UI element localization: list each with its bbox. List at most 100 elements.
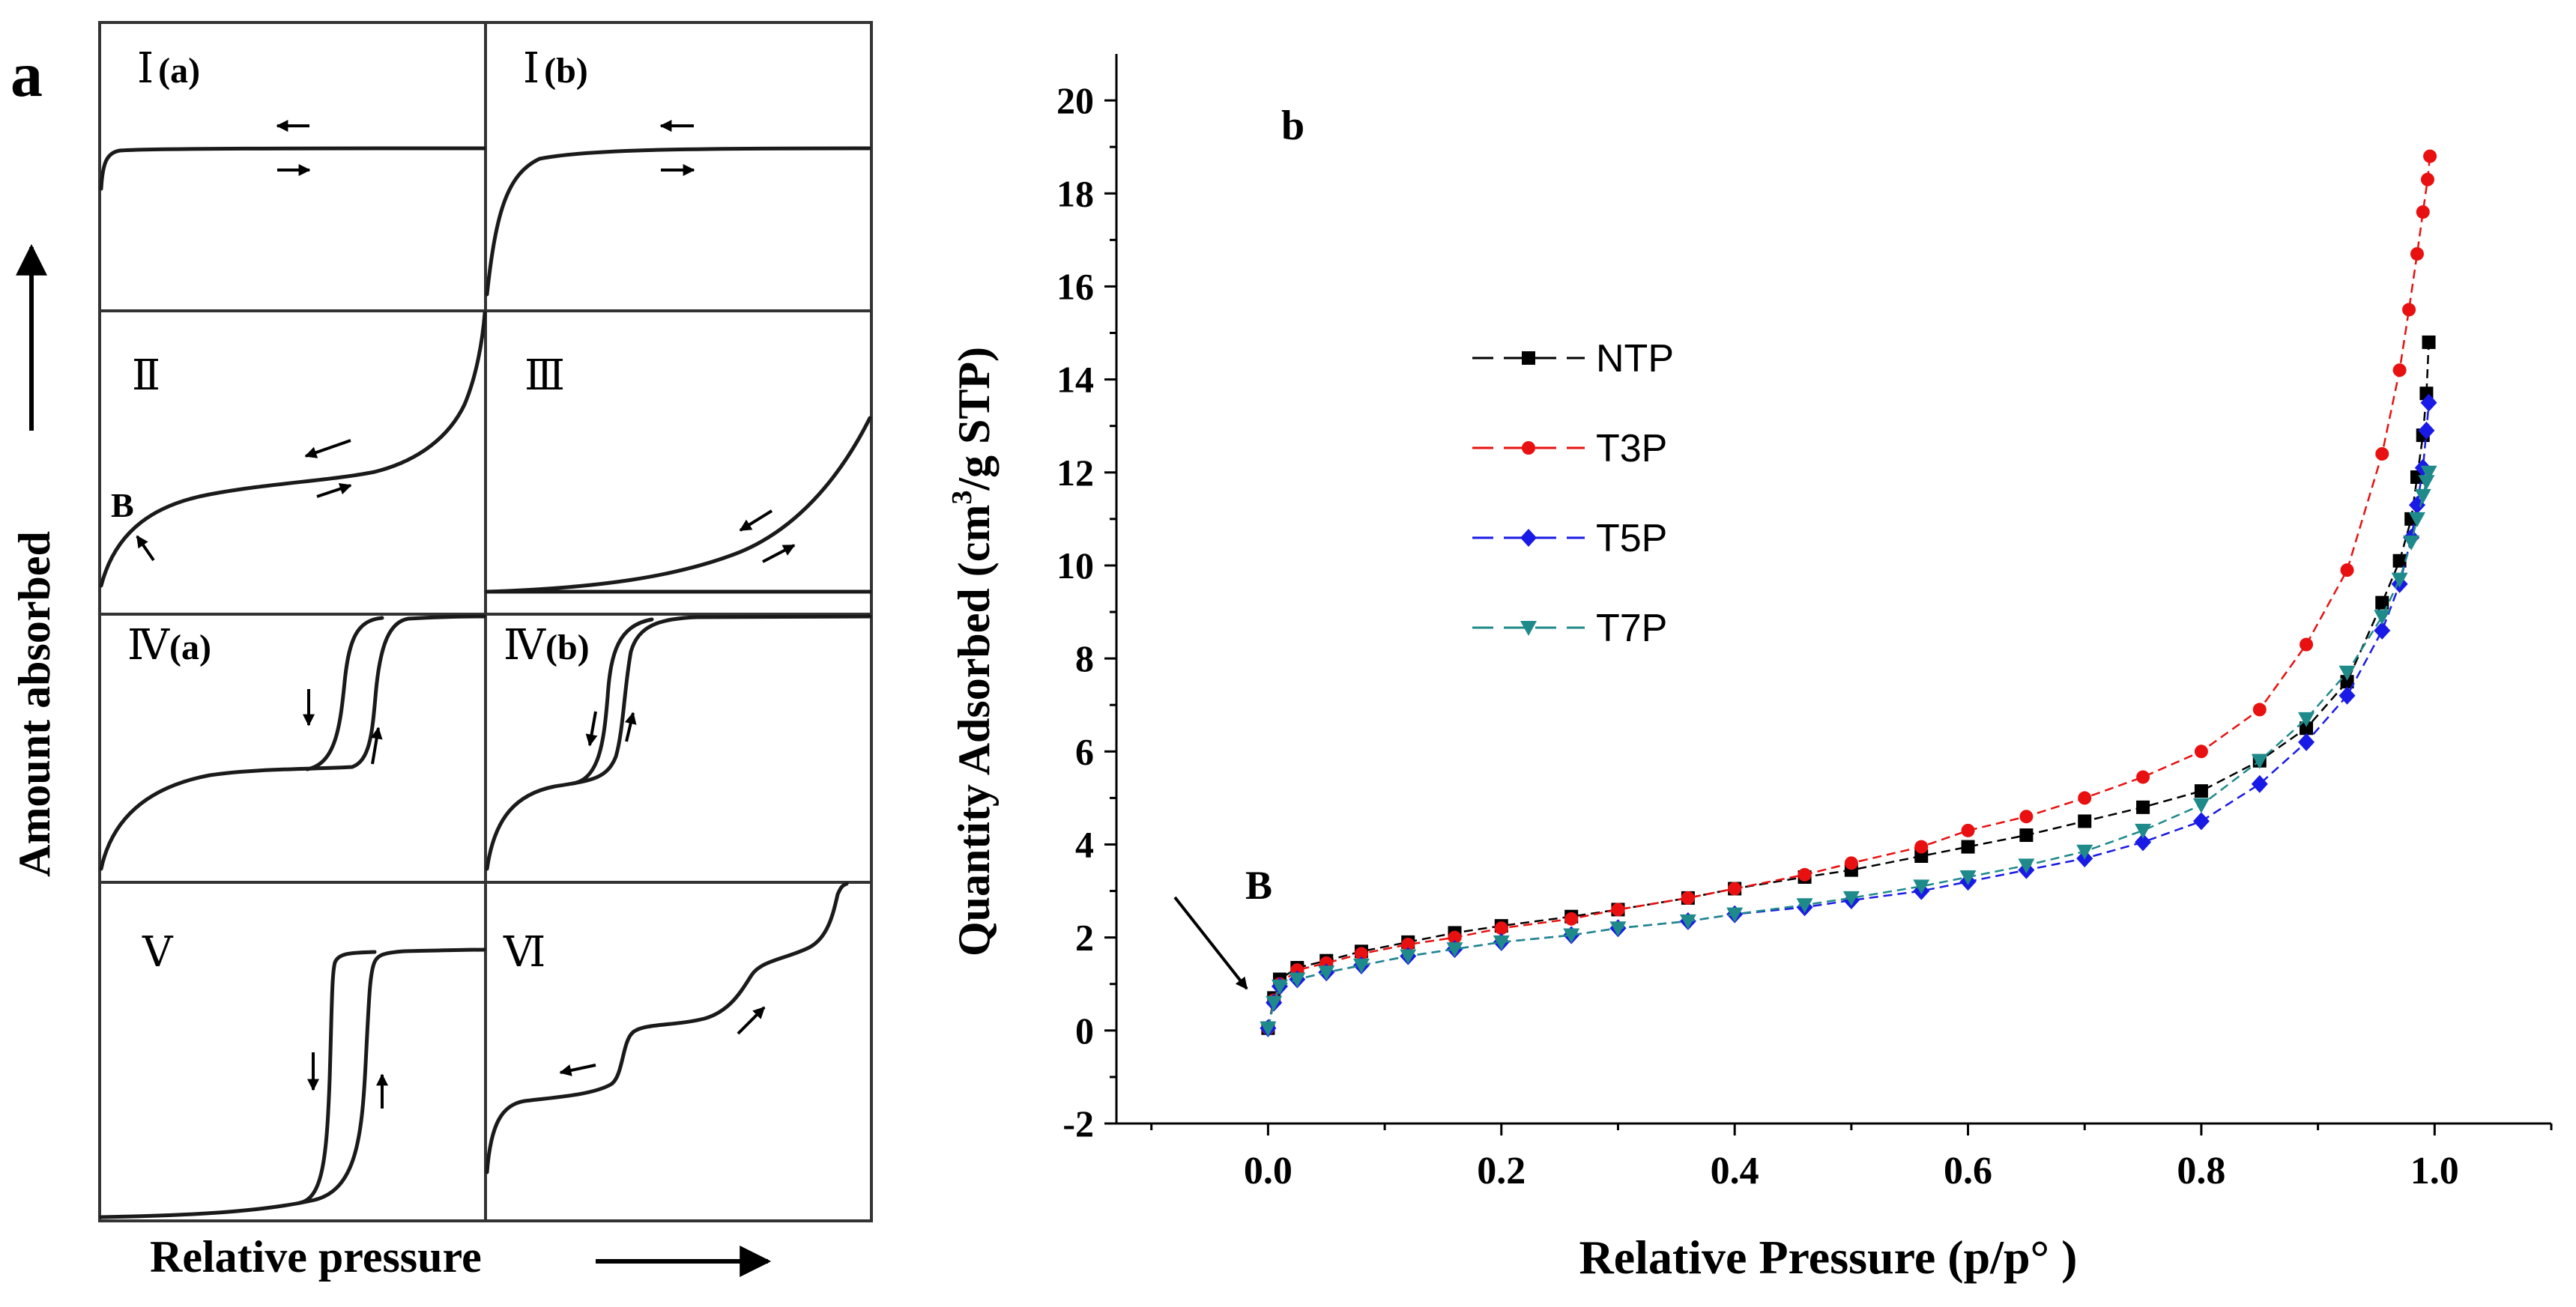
- legend-item-ntp: NTP: [1472, 337, 1674, 380]
- legend-label-ntp: NTP: [1596, 337, 1674, 380]
- isotherm-curve-V-desorption: [297, 950, 377, 1205]
- data-point-t3p: [1448, 930, 1462, 944]
- data-point-t7p: [2374, 610, 2391, 625]
- data-point-t7p: [1609, 921, 1627, 937]
- data-point-t3p: [2252, 703, 2267, 717]
- tick-layer: [1104, 99, 2553, 1135]
- data-point-t3p: [1494, 921, 1508, 935]
- data-point-ntp: [1914, 849, 1929, 863]
- y-tick-label: 14: [1056, 359, 1094, 401]
- data-point-t7p: [2403, 535, 2420, 551]
- isotherm-curve-III: [485, 416, 872, 594]
- data-point-t3p: [1611, 903, 1625, 917]
- data-point-t7p: [2251, 753, 2268, 769]
- panel-b-label: b: [1281, 103, 1304, 149]
- data-point-t7p: [2018, 858, 2035, 874]
- data-point-t3p: [2416, 205, 2430, 219]
- arrow-IVb-desorption: [585, 711, 598, 747]
- point-label-B: B: [111, 486, 134, 524]
- data-point-t7p: [1352, 958, 1370, 974]
- data-point-t5p: [2192, 812, 2210, 831]
- data-point-t3p: [2136, 770, 2150, 784]
- legend-item-t7p: T7P: [1472, 607, 1667, 650]
- subplot-label-II: Ⅱ: [132, 353, 160, 399]
- y-tick-label: 18: [1056, 172, 1094, 214]
- subplot-label-IVb: Ⅳ(b): [504, 622, 590, 669]
- data-point-t3p: [1681, 891, 1695, 905]
- data-point-t7p: [1726, 907, 1744, 923]
- legend-label-t3p: T3P: [1596, 427, 1667, 470]
- data-point-t7p: [1271, 979, 1288, 995]
- subplot-label-Ia: Ⅰ (a): [137, 46, 200, 92]
- data-point-t7p: [1318, 965, 1335, 981]
- arrow-VI-adsorption: [737, 1006, 766, 1035]
- data-point-ntp: [1961, 840, 1975, 854]
- legend-marker-t5p: [1520, 529, 1537, 547]
- isotherm-curve-IVa-adsorption: [99, 614, 486, 871]
- data-point-t7p: [1260, 1021, 1277, 1037]
- data-point-t7p: [1959, 870, 1977, 885]
- data-point-t3p: [1914, 840, 1929, 854]
- data-point-t7p: [1563, 928, 1580, 944]
- data-point-t7p: [2076, 844, 2093, 860]
- data-point-ntp: [2375, 595, 2389, 610]
- data-point-t3p: [1354, 947, 1368, 961]
- data-point-t3p: [1961, 823, 1975, 837]
- arrow-IVa-adsorption: [370, 727, 383, 765]
- panel-a-label: a: [10, 38, 43, 110]
- y-tick-label: 0: [1075, 1010, 1094, 1052]
- data-point-t7p: [1493, 935, 1510, 950]
- panel-b: 0.0 0.2 0.4 0.6 0.8 1.0 -2 0 2 4 6 8 10 12 14 16 18 20 Qu…: [946, 54, 2553, 1284]
- data-point-ntp: [2392, 554, 2407, 568]
- x-axis-label: Relative pressure: [150, 1232, 482, 1282]
- subplot-label-III: Ⅲ: [524, 353, 565, 399]
- data-point-t3p: [1844, 856, 1858, 870]
- subplot-label-Ib: Ⅰ (b): [523, 46, 588, 92]
- data-point-t7p: [2418, 475, 2435, 491]
- x-tick-label: 0.4: [1711, 1150, 1759, 1192]
- data-point-t3p: [2340, 563, 2354, 577]
- data-point-t7p: [1796, 898, 1813, 914]
- annotation-B: B: [1245, 863, 1272, 908]
- data-point-t5p: [2135, 833, 2152, 852]
- arrow-IVb-adsorption: [624, 712, 637, 742]
- data-point-t7p: [2338, 665, 2356, 681]
- legend-item-t3p: T3P: [1472, 427, 1667, 470]
- data-point-t3p: [2078, 791, 2092, 805]
- data-point-t7p: [1446, 942, 1463, 958]
- panel-b-y-axis-title: Quantity Adsorbed (cm3/g STP): [946, 347, 999, 956]
- subplot-label-VI: Ⅵ: [503, 930, 545, 976]
- series-layer: [1260, 149, 2437, 1037]
- legend: NTP T3P T5P T7P: [1472, 337, 1674, 650]
- series-line-t5p: [1267, 402, 2430, 1028]
- data-point-t3p: [1798, 867, 1812, 882]
- data-point-t3p: [1728, 882, 1742, 896]
- data-point-t3p: [2420, 172, 2434, 187]
- isotherm-curve-IVb-desorption: [571, 617, 654, 786]
- plot-axes: [1115, 54, 2551, 1125]
- y-tick-label: 6: [1075, 730, 1094, 772]
- tick-label-layer: 0.0 0.2 0.4 0.6 0.8 1.0 -2 0 2 4 6 8 10 12 14 16 18 20: [1056, 79, 2459, 1192]
- y-tick-label: 10: [1056, 545, 1094, 586]
- isotherm-curve-II: [99, 311, 487, 588]
- x-tick-label: 0.8: [2177, 1150, 2225, 1192]
- isotherm-curve-IVb-adsorption: [485, 614, 872, 871]
- data-point-t3p: [2019, 810, 2034, 824]
- legend-marker-t3p: [1522, 441, 1535, 455]
- y-tick-label: 8: [1075, 637, 1094, 679]
- data-point-t7p: [2391, 572, 2408, 588]
- series-t7p: [1260, 465, 2437, 1037]
- x-tick-label: 0.6: [1944, 1150, 1992, 1192]
- data-point-t5p: [2418, 421, 2435, 440]
- data-point-t5p: [2251, 774, 2268, 793]
- isotherm-curve-IVa-desorption: [305, 616, 384, 771]
- arrow-III-adsorption: [762, 544, 796, 563]
- arrow-II-adsorption: [316, 482, 352, 498]
- arrow-II-desorption: [304, 439, 351, 458]
- subplot-label-IVa: Ⅳ(a): [127, 622, 211, 669]
- data-point-t7p: [2298, 712, 2315, 727]
- data-point-t3p: [2410, 246, 2424, 261]
- data-point-ntp: [2136, 800, 2150, 814]
- data-point-t7p: [2408, 512, 2425, 527]
- series-ntp: [1261, 335, 2436, 1035]
